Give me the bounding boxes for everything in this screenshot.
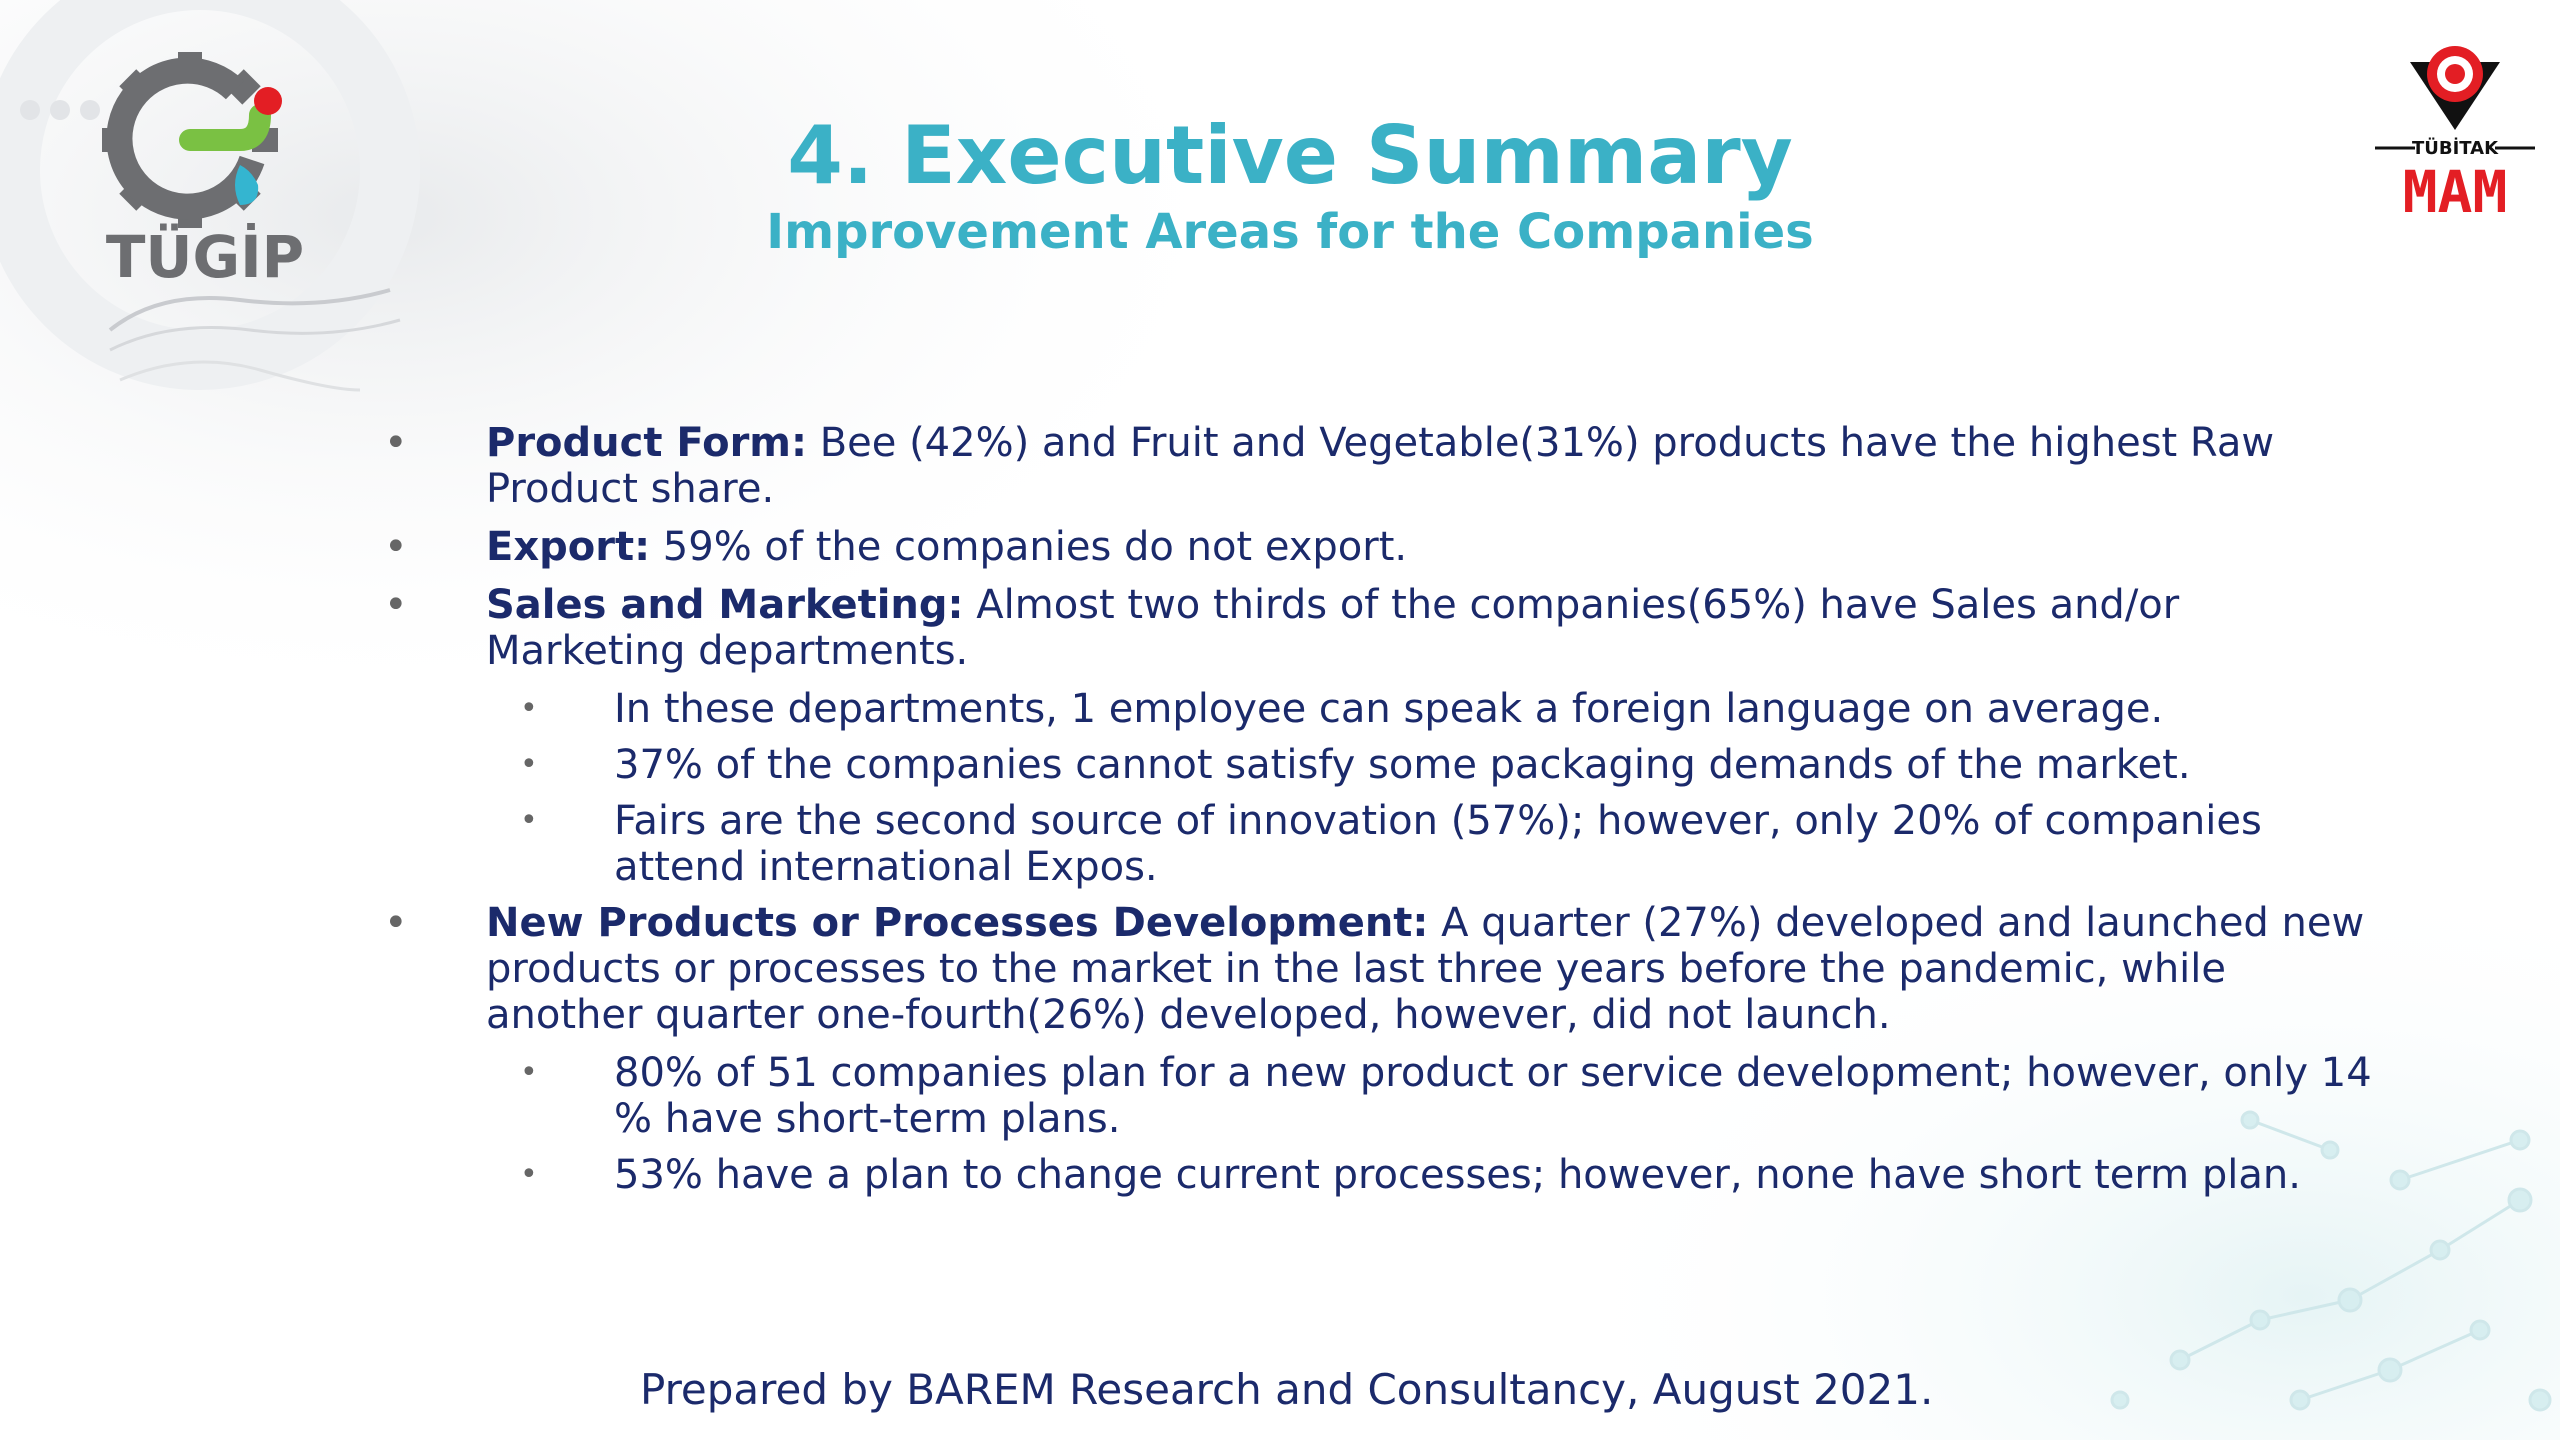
sub-bullet-dot: • — [520, 1055, 538, 1090]
bullet-dot: • — [384, 900, 408, 946]
footer-credit: Prepared by BAREM Research and Consultan… — [640, 1365, 1934, 1414]
mam-logo-text: MAM — [2403, 158, 2508, 226]
bullet-new-products: • New Products or Processes Development:… — [380, 900, 2390, 1038]
tubitak-mam-logo: TÜBİTAK MAM — [2370, 42, 2540, 232]
sub-bullet-dot: • — [520, 1157, 538, 1192]
tubitak-logo-icon: TÜBİTAK MAM — [2375, 46, 2535, 226]
sub-bullet-dot: • — [520, 747, 538, 782]
bullet-text: Almost two thirds of the companies(65%) … — [486, 582, 2180, 674]
tubitak-logo-text: TÜBİTAK — [2412, 137, 2499, 159]
bullet-text: 59% of the companies do not export. — [650, 524, 1408, 570]
sub-bullet: • Fairs are the second source of innovat… — [380, 798, 2390, 890]
bullet-label: New Products or Processes Development: — [486, 900, 1429, 946]
sub-bullet: • 53% have a plan to change current proc… — [380, 1152, 2390, 1198]
sub-bullet: • In these departments, 1 employee can s… — [380, 686, 2390, 732]
bullet-text: Bee (42%) and Fruit and Vegetable(31%) p… — [486, 420, 2275, 512]
sub-bullet-text: 80% of 51 companies plan for a new produ… — [614, 1050, 2372, 1142]
bullet-dot: • — [384, 582, 408, 628]
tugip-logo-text: TÜGİP — [106, 222, 304, 285]
summary-list: • Product Form: Bee (42%) and Fruit and … — [380, 420, 2390, 1208]
bullet-product-form: • Product Form: Bee (42%) and Fruit and … — [380, 420, 2390, 512]
bullet-label: Sales and Marketing: — [486, 582, 964, 628]
bullet-label: Product Form: — [486, 420, 807, 466]
sub-bullet-text: In these departments, 1 employee can spe… — [614, 686, 2164, 732]
sub-bullet-text: 53% have a plan to change current proces… — [614, 1152, 2301, 1198]
bullet-text: A quarter (27%) developed and launched n… — [486, 900, 2365, 1038]
bullet-dot: • — [384, 524, 408, 570]
sub-bullet: • 80% of 51 companies plan for a new pro… — [380, 1050, 2390, 1142]
page-title: 4. Executive Summary — [787, 109, 1793, 202]
page-subtitle: Improvement Areas for the Companies — [766, 204, 1814, 260]
sub-bullet-text: Fairs are the second source of innovatio… — [614, 798, 2262, 890]
bullet-sales-marketing: • Sales and Marketing: Almost two thirds… — [380, 582, 2390, 674]
sub-bullet-dot: • — [520, 803, 538, 838]
sub-bullet-text: 37% of the companies cannot satisfy some… — [614, 742, 2191, 788]
sub-bullet-dot: • — [520, 691, 538, 726]
bullet-label: Export: — [486, 524, 651, 570]
sub-bullet: • 37% of the companies cannot satisfy so… — [380, 742, 2390, 788]
tugip-logo: TÜGİP — [90, 45, 320, 291]
tugip-gear-logo-icon: TÜGİP — [102, 52, 304, 291]
bullet-export: • Export: 59% of the companies do not ex… — [380, 524, 2390, 570]
bullet-dot: • — [384, 420, 408, 466]
